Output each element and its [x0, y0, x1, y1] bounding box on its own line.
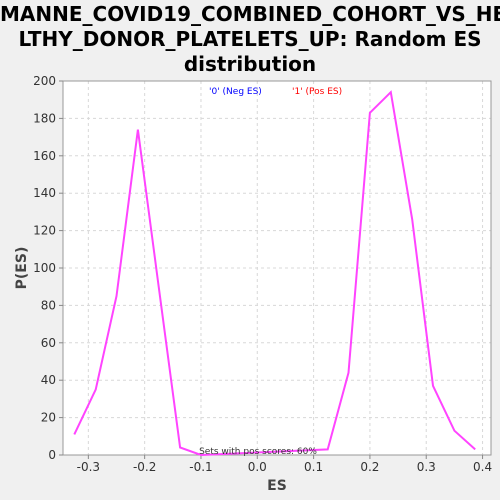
x-tick-label: -0.3: [77, 460, 100, 474]
y-tick-label: 40: [41, 373, 56, 387]
x-tick-label: 0.3: [417, 460, 436, 474]
y-tick-label: 20: [41, 411, 56, 425]
y-tick-label: 120: [33, 224, 56, 238]
chart-title-line-1: MANNE_COVID19_COMBINED_COHORT_VS_HEA: [0, 2, 500, 26]
x-tick-label: 0.0: [248, 460, 267, 474]
x-tick-label: 0.2: [360, 460, 379, 474]
y-tick-label: 0: [48, 448, 56, 462]
plot-area: [63, 81, 491, 455]
legend-entry-pos: '1' (Pos ES): [292, 87, 342, 97]
x-tick-label: 0.1: [304, 460, 323, 474]
x-tick-label: -0.2: [133, 460, 156, 474]
chart-title-line-2: LTHY_DONOR_PLATELETS_UP: Random ES: [18, 27, 482, 51]
y-tick-label: 100: [33, 261, 56, 275]
pos-scores-annotation: Sets with pos scores: 60%: [199, 447, 317, 457]
y-tick-label: 60: [41, 336, 56, 350]
y-tick-label: 200: [33, 74, 56, 88]
y-tick-label: 160: [33, 149, 56, 163]
y-axis-title: P(ES): [14, 247, 30, 290]
grid: [63, 80, 491, 456]
chart-title-line-3: distribution: [183, 52, 317, 76]
y-tick-label: 140: [33, 186, 56, 200]
ticks: -0.3 -0.2 -0.1 0.0 0.1 0.2 0.3 0.4 0 20 40 60 80 100 1…: [33, 74, 492, 474]
series: [73, 90, 476, 457]
legend-entry-neg: '0' (Neg ES): [209, 87, 262, 97]
y-tick-label: 80: [41, 298, 56, 312]
y-tick-label: 180: [33, 111, 56, 125]
x-tick-label: -0.1: [189, 460, 212, 474]
x-tick-label: 0.4: [473, 460, 492, 474]
x-axis-title: ES: [267, 478, 287, 494]
chart-title: MANNE_COVID19_COMBINED_COHORT_VS_HEA LTH…: [0, 2, 500, 77]
series-line: [73, 90, 476, 457]
